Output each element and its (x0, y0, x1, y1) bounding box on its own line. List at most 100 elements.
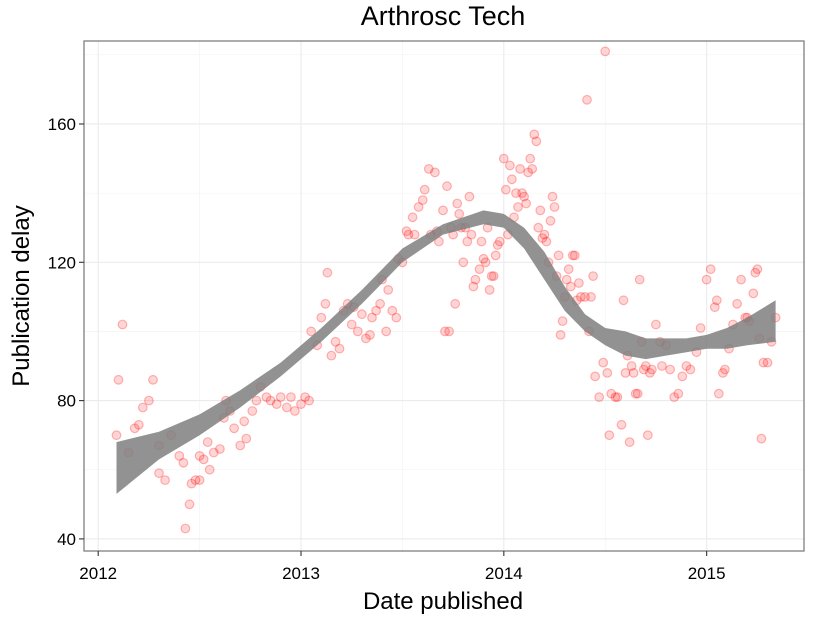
data-point (137, 402, 148, 413)
data-point (640, 361, 651, 371)
data-point (442, 181, 452, 192)
data-point (681, 361, 692, 371)
data-point (417, 195, 428, 206)
data-point (391, 312, 402, 323)
data-point (752, 264, 763, 275)
data-point (401, 226, 412, 237)
data-point (184, 499, 195, 510)
data-point (247, 406, 258, 416)
data-point (507, 174, 517, 185)
data-point (202, 437, 213, 448)
data-point (462, 236, 473, 247)
data-point (419, 184, 430, 195)
data-point (711, 295, 722, 306)
data-point (557, 316, 568, 327)
data-point (261, 392, 272, 403)
data-point (547, 191, 558, 202)
data-point (271, 399, 282, 410)
data-point (464, 191, 475, 202)
data-point (519, 191, 529, 202)
data-point (241, 433, 252, 444)
data-point (563, 264, 574, 275)
data-point (251, 395, 262, 406)
data-point (602, 368, 613, 378)
data-point (117, 319, 128, 330)
data-point (498, 153, 509, 164)
data-point (677, 371, 688, 382)
data-point (529, 129, 540, 140)
x-axis-label: Date published (363, 588, 523, 615)
data-point (657, 361, 667, 371)
data-point (616, 419, 627, 430)
data-point (626, 361, 637, 371)
data-point (720, 364, 730, 375)
data-point (647, 364, 657, 375)
data-point (604, 430, 615, 441)
data-point (133, 419, 144, 430)
data-point (194, 451, 205, 461)
data-point (525, 153, 536, 164)
data-point (705, 264, 716, 275)
data-point (357, 309, 367, 320)
plot-border (83, 40, 805, 552)
data-point (695, 323, 706, 333)
data-point (365, 330, 375, 340)
x-tick-label: 2013 (282, 564, 320, 583)
data-point (523, 167, 534, 178)
data-point (387, 305, 398, 316)
data-point (486, 271, 497, 282)
x-tick-label: 2012 (79, 564, 117, 583)
plot-area (83, 40, 805, 552)
data-point (630, 388, 641, 399)
data-point (178, 457, 189, 468)
data-point (594, 392, 605, 403)
y-tick-label: 40 (57, 530, 76, 549)
data-point (143, 395, 154, 406)
data-point (537, 233, 548, 244)
data-point (430, 167, 440, 178)
data-point (474, 264, 485, 275)
y-axis-label: Publication delay (8, 205, 35, 386)
data-point (762, 357, 773, 368)
data-point (490, 250, 501, 261)
data-point (632, 388, 643, 399)
data-point (673, 388, 684, 399)
data-point (561, 274, 572, 285)
data-point (198, 454, 209, 465)
data-point (580, 292, 590, 302)
data-point (208, 447, 219, 458)
data-point (501, 184, 511, 195)
data-point (468, 281, 479, 292)
data-point (409, 229, 420, 240)
data-point (505, 160, 515, 171)
data-point (598, 357, 609, 368)
data-point (286, 392, 296, 403)
data-point (756, 433, 767, 444)
data-point (470, 274, 481, 285)
data-point (476, 236, 487, 247)
data-point (553, 250, 564, 261)
data-point (458, 257, 469, 268)
data-point (452, 198, 463, 209)
data-point (413, 202, 424, 212)
data-point (229, 423, 240, 434)
data-point (148, 374, 158, 385)
data-point (214, 444, 225, 454)
data-point (330, 336, 341, 347)
data-point (281, 402, 292, 413)
data-point (685, 364, 696, 375)
data-point (665, 364, 675, 375)
data-point (440, 326, 450, 337)
data-point (718, 368, 728, 378)
data-point (235, 440, 246, 451)
x-tick-label: 2015 (688, 564, 726, 583)
data-point (265, 395, 276, 406)
data-point (296, 399, 306, 410)
data-point (239, 416, 250, 427)
data-point (645, 368, 655, 378)
x-tick-label: 2014 (485, 564, 523, 583)
data-point (582, 94, 592, 105)
data-point (129, 423, 140, 434)
data-point (488, 271, 499, 282)
